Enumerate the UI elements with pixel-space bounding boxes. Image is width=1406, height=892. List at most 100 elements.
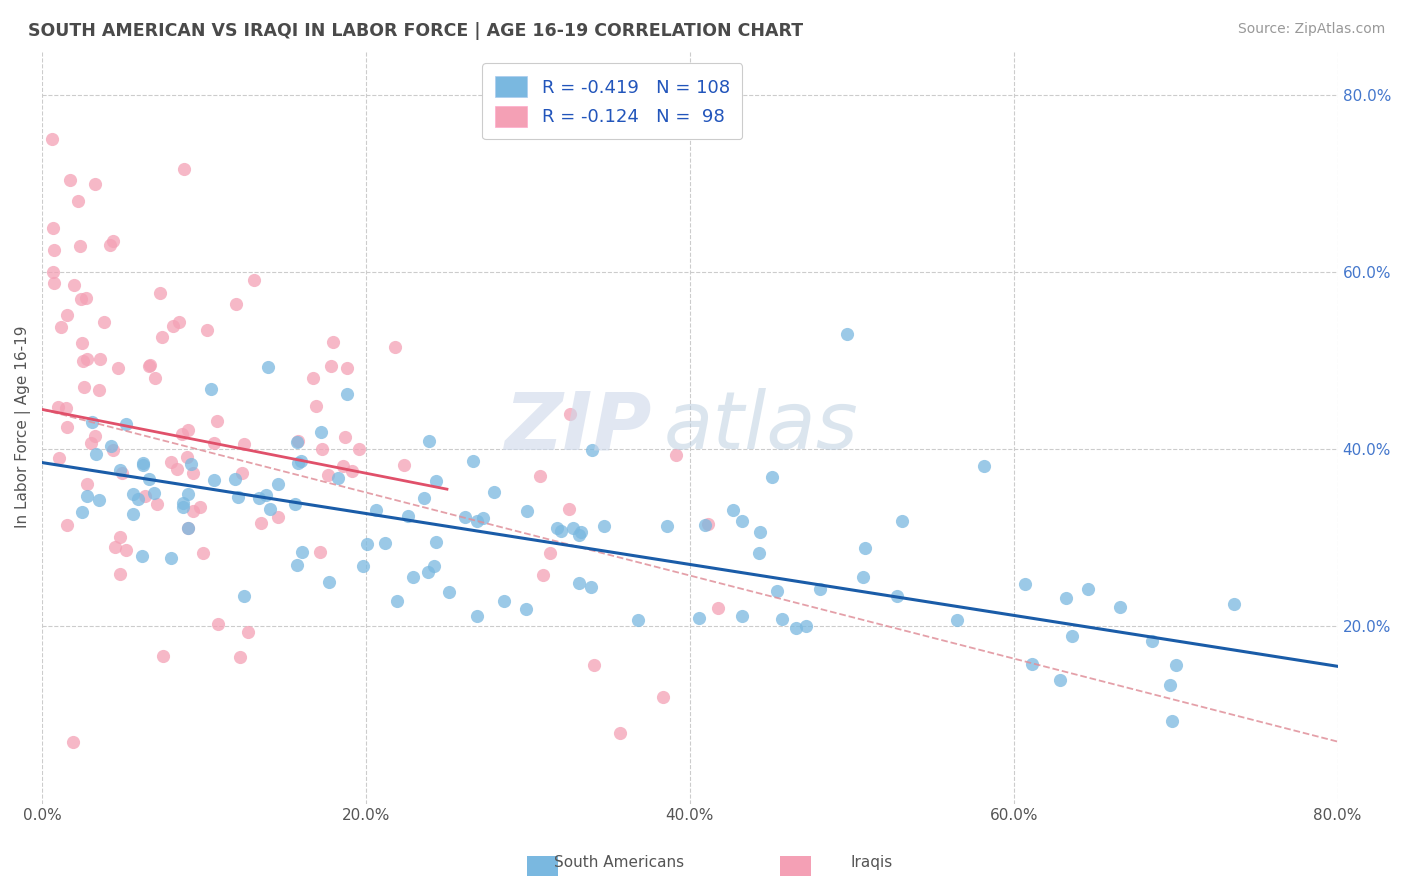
Point xyxy=(465,609,488,624)
Point xyxy=(254,487,277,501)
Point xyxy=(516,504,538,518)
Point xyxy=(103,443,125,458)
Point xyxy=(172,426,194,441)
Point xyxy=(228,491,250,505)
Point xyxy=(173,161,195,176)
Point xyxy=(291,545,314,559)
Point xyxy=(176,450,198,464)
Point xyxy=(772,612,794,626)
Point xyxy=(166,462,188,476)
Point xyxy=(707,600,730,615)
Point xyxy=(259,501,281,516)
Point xyxy=(108,567,131,582)
Point xyxy=(224,472,246,486)
Point xyxy=(693,518,716,533)
Point xyxy=(402,570,425,584)
Point xyxy=(104,541,127,555)
Point xyxy=(396,509,419,524)
Point xyxy=(352,558,374,573)
Point xyxy=(418,434,440,448)
Point xyxy=(287,435,309,450)
Point xyxy=(42,220,65,235)
Point xyxy=(188,500,211,514)
Point xyxy=(202,473,225,487)
Point xyxy=(651,690,673,705)
Point xyxy=(250,516,273,530)
Point xyxy=(1140,634,1163,648)
Point xyxy=(160,455,183,469)
Point xyxy=(336,361,359,376)
Point xyxy=(66,194,89,209)
Point xyxy=(146,497,169,511)
Point xyxy=(1161,714,1184,728)
Point xyxy=(785,622,807,636)
Point xyxy=(318,468,340,483)
Point xyxy=(364,502,387,516)
Point xyxy=(231,467,253,481)
Point xyxy=(41,132,63,146)
Point xyxy=(853,541,876,555)
Point xyxy=(107,360,129,375)
Point xyxy=(627,613,650,627)
Point xyxy=(150,330,173,344)
Point xyxy=(284,497,307,511)
Point xyxy=(207,617,229,632)
Point xyxy=(423,558,446,573)
Point xyxy=(413,491,436,505)
Point xyxy=(569,524,592,539)
Point xyxy=(609,725,631,739)
Point xyxy=(1159,678,1181,692)
Point xyxy=(56,420,79,434)
Point xyxy=(1049,673,1071,687)
Point xyxy=(311,442,333,456)
Point xyxy=(70,336,93,351)
Point xyxy=(80,415,103,429)
Point xyxy=(665,448,688,462)
Point xyxy=(139,359,162,373)
Text: ZIP: ZIP xyxy=(503,388,651,467)
Point xyxy=(538,546,561,560)
Point xyxy=(108,463,131,477)
Point xyxy=(93,315,115,329)
Point xyxy=(945,614,967,628)
Point xyxy=(233,590,256,604)
Legend: R = -0.419   N = 108, R = -0.124   N =  98: R = -0.419 N = 108, R = -0.124 N = 98 xyxy=(482,63,742,139)
Point xyxy=(1021,657,1043,671)
Point xyxy=(87,492,110,507)
Point xyxy=(76,477,98,491)
Text: atlas: atlas xyxy=(664,388,859,467)
Point xyxy=(266,510,288,524)
Point xyxy=(425,534,447,549)
Point xyxy=(287,456,309,470)
Point xyxy=(515,602,537,616)
Point xyxy=(59,173,82,187)
Point xyxy=(55,517,77,532)
Point xyxy=(243,273,266,287)
Point xyxy=(84,429,107,443)
Point xyxy=(461,454,484,468)
Point xyxy=(49,320,72,334)
Y-axis label: In Labor Force | Age 16-19: In Labor Force | Age 16-19 xyxy=(15,326,31,528)
Point xyxy=(322,334,344,349)
Point xyxy=(1060,629,1083,643)
Point xyxy=(176,520,198,534)
Point xyxy=(181,466,204,480)
Point xyxy=(437,585,460,599)
Point xyxy=(69,238,91,252)
Point xyxy=(581,442,603,457)
Point xyxy=(321,359,343,374)
Point xyxy=(72,353,94,368)
Point xyxy=(305,399,328,413)
Point xyxy=(89,352,111,367)
Point xyxy=(285,558,308,572)
Point xyxy=(347,442,370,456)
Point xyxy=(42,277,65,291)
Point xyxy=(302,371,325,385)
Point xyxy=(328,471,350,485)
Point xyxy=(550,524,572,538)
Point xyxy=(167,315,190,329)
Point xyxy=(149,285,172,300)
Point xyxy=(257,360,280,375)
Point xyxy=(63,277,86,292)
Point xyxy=(697,516,720,531)
